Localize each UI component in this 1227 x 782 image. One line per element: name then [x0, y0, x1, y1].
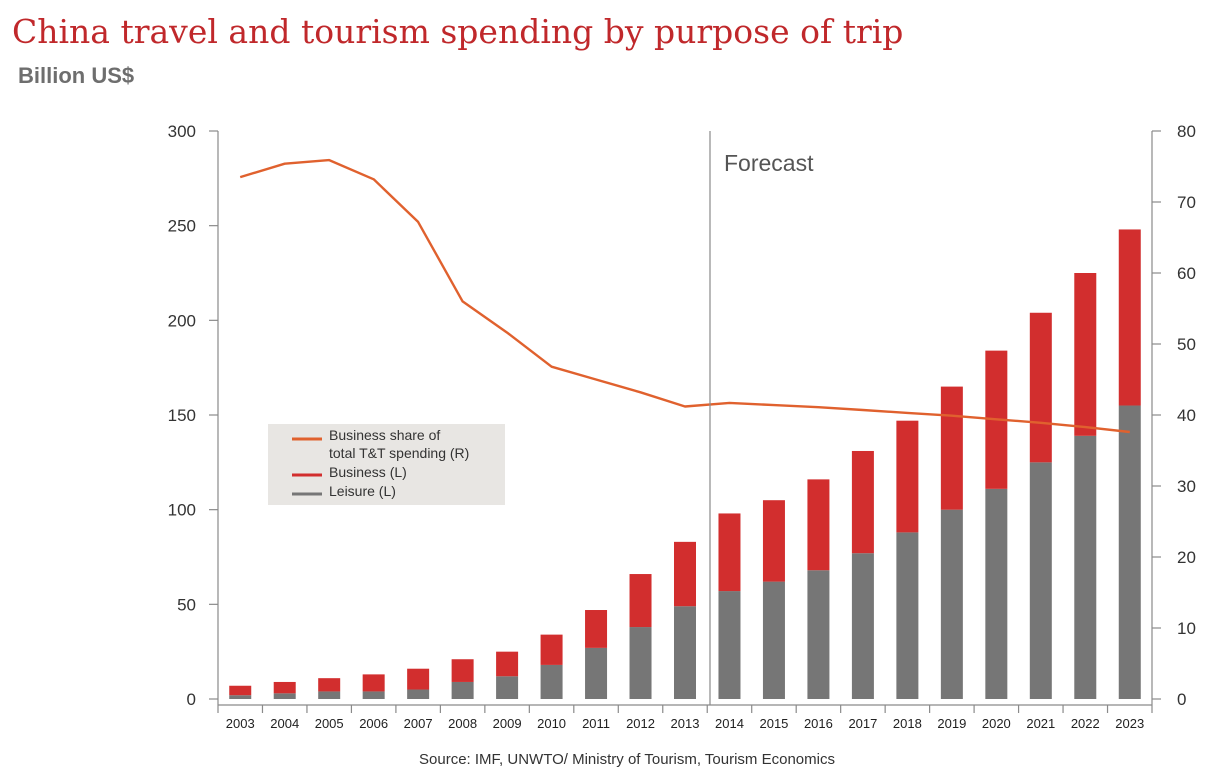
x-tick-label: 2022 — [1071, 716, 1100, 731]
x-tick-label: 2003 — [226, 716, 255, 731]
y-tick-label-right: 20 — [1177, 548, 1196, 567]
x-tick-label: 2020 — [982, 716, 1011, 731]
x-tick-label: 2008 — [448, 716, 477, 731]
bar-business — [807, 479, 830, 571]
x-tick-label: 2021 — [1026, 716, 1055, 731]
bar-leisure — [851, 553, 874, 699]
bar-leisure — [1074, 435, 1097, 699]
y-tick-label-right: 50 — [1177, 335, 1196, 354]
bar-leisure — [896, 532, 919, 699]
bar-leisure — [273, 693, 296, 699]
y-tick-label-left: 100 — [168, 501, 196, 520]
y-tick-label-left: 0 — [187, 690, 196, 709]
bar-leisure — [451, 681, 474, 699]
forecast-label: Forecast — [724, 150, 814, 176]
bar-leisure — [407, 689, 430, 699]
share-line — [239, 158, 1130, 434]
bar-business — [1029, 312, 1052, 463]
y-tick-label-left: 50 — [177, 595, 196, 614]
x-tick-label: 2018 — [893, 716, 922, 731]
y-tick-label-right: 60 — [1177, 264, 1196, 283]
y-tick-label-left: 200 — [168, 311, 196, 330]
legend-label-leisure: Leisure (L) — [329, 483, 396, 499]
bar-business — [407, 668, 430, 690]
bar-business — [674, 541, 696, 607]
y-tick-label-right: 30 — [1177, 477, 1196, 496]
bar-leisure — [1118, 405, 1141, 699]
bar-business — [629, 574, 652, 628]
x-tick-label: 2019 — [937, 716, 966, 731]
x-tick-label: 2014 — [715, 716, 744, 731]
chart-title: China travel and tourism spending by pur… — [12, 12, 904, 51]
x-tick-label: 2016 — [804, 716, 833, 731]
bar-business — [540, 634, 563, 665]
bar-leisure — [540, 664, 563, 699]
x-tick-label: 2013 — [671, 716, 700, 731]
bar-leisure — [718, 591, 741, 699]
y-tick-label-right: 10 — [1177, 619, 1196, 638]
y-tick-label-right: 80 — [1177, 122, 1196, 141]
bar-leisure — [318, 691, 341, 699]
y-tick-label-left: 150 — [168, 406, 196, 425]
bar-leisure — [229, 695, 252, 699]
x-tick-label: 2006 — [359, 716, 388, 731]
x-tick-label: 2023 — [1115, 716, 1144, 731]
x-tick-label: 2017 — [848, 716, 877, 731]
legend-label-share-2: total T&T spending (R) — [329, 445, 469, 461]
x-tick-label: 2011 — [582, 716, 610, 731]
y-tick-label-right: 0 — [1177, 690, 1186, 709]
bar-leisure — [940, 509, 963, 699]
bar-business — [718, 513, 741, 592]
chart-subtitle: Billion US$ — [18, 63, 135, 88]
bar-leisure — [629, 627, 652, 699]
x-tick-label: 2005 — [315, 716, 344, 731]
series-line-business-share — [239, 158, 1130, 434]
x-tick-label: 2012 — [626, 716, 655, 731]
legend-label-business: Business (L) — [329, 464, 407, 480]
x-tick-label: 2007 — [404, 716, 433, 731]
legend-label-share-1: Business share of — [329, 427, 440, 443]
bar-leisure — [674, 606, 696, 699]
bar-business — [896, 420, 919, 533]
bar-leisure — [585, 647, 608, 699]
bar-business — [762, 500, 785, 582]
bar-leisure — [807, 570, 830, 699]
bar-business — [362, 674, 385, 692]
bar-business — [273, 681, 296, 694]
bar-business — [940, 386, 963, 510]
legend: Business share of total T&T spending (R)… — [268, 424, 505, 505]
bar-business — [851, 450, 874, 554]
bar-leisure — [1029, 462, 1052, 699]
bar-business — [496, 651, 519, 677]
bar-business — [585, 610, 608, 648]
bar-leisure — [496, 676, 519, 699]
bar-leisure — [985, 488, 1008, 699]
source-note: Source: IMF, UNWTO/ Ministry of Tourism,… — [419, 751, 835, 768]
bars — [229, 229, 1141, 699]
bar-leisure — [762, 581, 785, 699]
x-tick-label: 2004 — [270, 716, 299, 731]
bar-business — [1118, 229, 1141, 406]
y-tick-label-right: 70 — [1177, 193, 1196, 212]
y-tick-label-left: 300 — [168, 122, 196, 141]
y-tick-label-left: 250 — [168, 217, 196, 236]
bar-leisure — [362, 691, 385, 699]
axes: 0 50 100 150 200 250 300 0 10 20 30 40 50 60 70 80 2003 2… — [168, 122, 1196, 731]
x-tick-label: 2015 — [759, 716, 788, 731]
x-tick-label: 2010 — [537, 716, 566, 731]
bar-business — [318, 678, 341, 692]
bar-business — [1074, 273, 1097, 436]
y-tick-label-right: 40 — [1177, 406, 1196, 425]
bar-business — [229, 685, 252, 696]
x-tick-label: 2009 — [493, 716, 522, 731]
bar-business — [451, 659, 474, 682]
